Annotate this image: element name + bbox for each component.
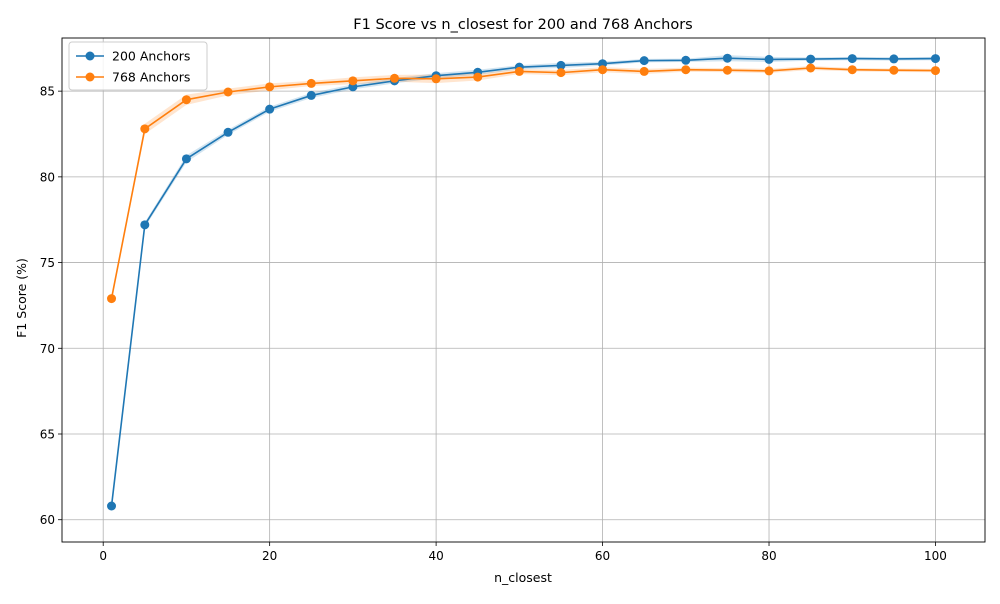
- x-axis-label: n_closest: [494, 570, 552, 585]
- data-point-768-anchors: [806, 63, 816, 73]
- data-point-200-anchors: [181, 154, 191, 164]
- data-point-200-anchors: [639, 56, 649, 66]
- data-point-768-anchors: [681, 65, 691, 75]
- data-point-768-anchors: [598, 65, 608, 75]
- data-point-200-anchors: [306, 90, 316, 100]
- data-point-200-anchors: [265, 104, 275, 114]
- data-point-768-anchors: [639, 66, 649, 76]
- series-points: [107, 53, 940, 511]
- data-point-200-anchors: [556, 60, 566, 70]
- x-tick-label: 80: [761, 549, 776, 563]
- confidence-bands: [111, 55, 936, 508]
- data-point-200-anchors: [681, 55, 691, 65]
- x-tick-label: 20: [262, 549, 277, 563]
- data-point-768-anchors: [847, 65, 857, 75]
- band-768-anchors: [111, 65, 936, 301]
- data-point-200-anchors: [889, 54, 899, 64]
- band-200-anchors: [111, 55, 936, 508]
- data-point-768-anchors: [722, 65, 732, 75]
- data-point-768-anchors: [306, 78, 316, 88]
- data-point-200-anchors: [764, 54, 774, 64]
- data-point-768-anchors: [223, 87, 233, 97]
- y-tick-label: 80: [40, 170, 55, 184]
- data-point-768-anchors: [348, 76, 358, 86]
- legend-marker-200: [85, 51, 95, 61]
- legend-box: [68, 41, 208, 91]
- legend-label-768: 768 Anchors: [112, 70, 190, 85]
- legend-label-200: 200 Anchors: [112, 49, 190, 64]
- data-point-768-anchors: [431, 74, 441, 84]
- data-point-768-anchors: [764, 66, 774, 76]
- data-point-200-anchors: [223, 127, 233, 137]
- data-point-200-anchors: [107, 501, 117, 511]
- data-point-200-anchors: [140, 220, 150, 230]
- y-tick-label: 70: [40, 342, 55, 356]
- data-point-768-anchors: [181, 95, 191, 105]
- chart-title: F1 Score vs n_closest for 200 and 768 An…: [353, 17, 692, 33]
- data-point-768-anchors: [889, 65, 899, 75]
- data-point-200-anchors: [847, 54, 857, 64]
- axis-ticks: 0 20 40 60 80 100 60 65 70 75 80 85: [40, 85, 947, 563]
- data-point-768-anchors: [556, 68, 566, 78]
- y-tick-label: 85: [40, 85, 55, 99]
- data-point-768-anchors: [514, 66, 524, 76]
- x-tick-label: 0: [99, 549, 107, 563]
- x-tick-label: 100: [924, 549, 947, 563]
- series-lines: [110, 57, 936, 507]
- series-line-768-anchors: [110, 67, 936, 299]
- data-point-200-anchors: [930, 54, 940, 64]
- plot-frame: [61, 37, 986, 543]
- x-tick-label: 40: [428, 549, 443, 563]
- data-point-768-anchors: [140, 124, 150, 134]
- data-point-200-anchors: [806, 54, 816, 64]
- y-tick-label: 65: [40, 428, 55, 442]
- series-line-200-anchors: [110, 57, 936, 507]
- legend: 200 Anchors 768 Anchors: [68, 41, 208, 91]
- data-point-768-anchors: [107, 294, 117, 304]
- data-point-768-anchors: [265, 82, 275, 92]
- data-point-768-anchors: [473, 72, 483, 82]
- y-axis-label: F1 Score (%): [14, 258, 29, 338]
- data-point-768-anchors: [389, 73, 399, 83]
- data-point-768-anchors: [930, 66, 940, 76]
- y-tick-label: 75: [40, 256, 55, 270]
- x-tick-label: 60: [595, 549, 610, 563]
- data-point-200-anchors: [722, 53, 732, 63]
- grid-lines: [62, 38, 985, 542]
- y-tick-label: 60: [40, 513, 55, 527]
- legend-marker-768: [85, 72, 95, 82]
